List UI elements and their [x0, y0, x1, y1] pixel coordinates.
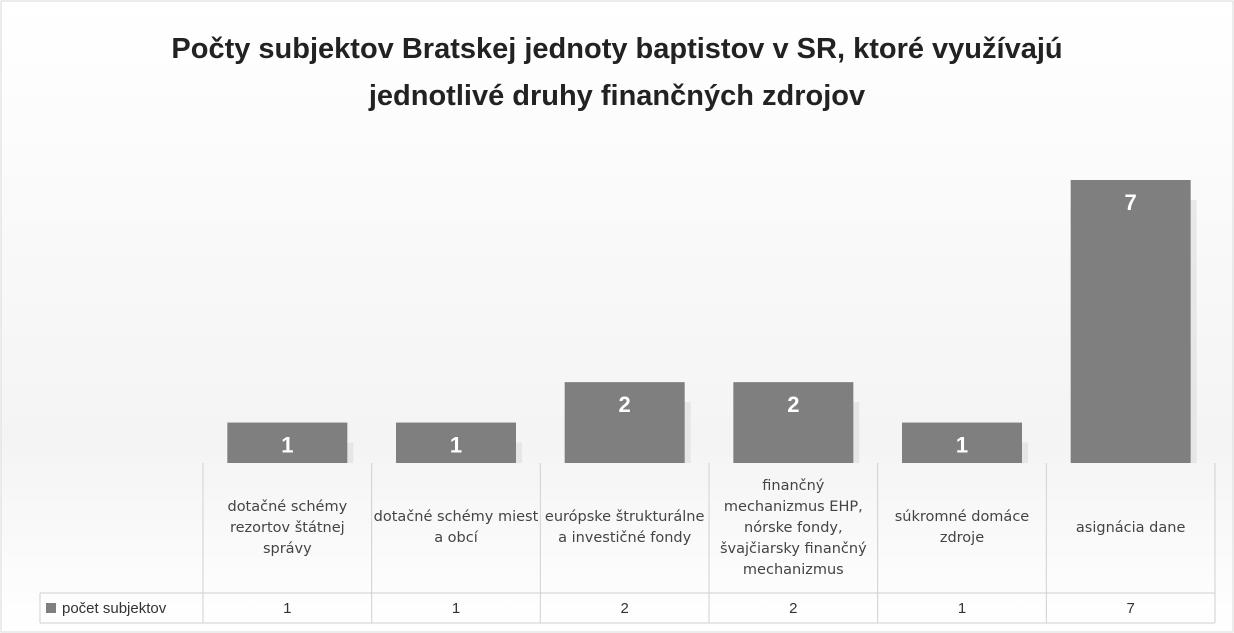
category-cell: finančný mechanizmus EHP, nórske fondy, …	[719, 477, 867, 578]
legend-label: počet subjektov	[62, 600, 167, 617]
bar	[396, 422, 516, 463]
legend-swatch	[46, 603, 56, 613]
category-cell: dotačné schémy miest a obcí	[373, 509, 539, 546]
category-cell: európske štrukturálne a investičné fondy	[544, 509, 705, 546]
category-cell: súkromné domáce zdroje	[894, 509, 1030, 546]
data-label: 1	[956, 432, 968, 457]
table-value: 2	[620, 600, 628, 617]
x-category-label: finančný mechanizmus EHP, nórske fondy, …	[719, 477, 867, 578]
bar	[227, 422, 348, 463]
x-category-label: európske štrukturálne a investičné fondy	[544, 509, 705, 546]
table-value: 1	[958, 600, 966, 617]
data-label: 2	[787, 392, 799, 417]
bar	[733, 382, 854, 463]
x-category-label: asignácia dane	[1075, 519, 1186, 536]
x-category-label: dotačné schémy miest a obcí	[373, 509, 539, 546]
data-label: 2	[619, 392, 631, 417]
table-value: 1	[283, 600, 291, 617]
chart-title: Počty subjektov Bratskej jednoty baptist…	[171, 33, 1062, 112]
table-value: 2	[789, 600, 797, 617]
bar	[1070, 180, 1191, 463]
category-cell: asignácia dane	[1075, 519, 1186, 536]
data-label: 7	[1125, 190, 1137, 215]
table-value: 7	[1126, 600, 1134, 617]
bar	[902, 422, 1022, 463]
bar	[564, 382, 685, 463]
x-category-label: dotačné schémy rezortov štátnej správy	[227, 498, 348, 557]
data-label: 1	[450, 432, 462, 457]
table-value: 1	[452, 600, 460, 617]
data-label: 1	[281, 432, 293, 457]
category-cell: dotačné schémy rezortov štátnej správy	[227, 498, 348, 557]
x-category-label: súkromné domáce zdroje	[894, 509, 1030, 546]
